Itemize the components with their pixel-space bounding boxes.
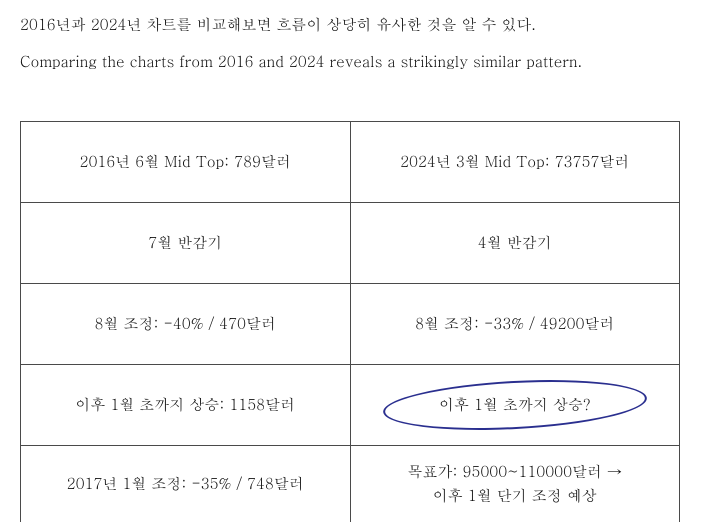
intro-paragraph-ko: 2016년과 2024년 차트를 비교해보면 흐름이 상당히 유사한 것을 알 … — [20, 14, 698, 37]
table-row: 이후 1월 초까지 상승: 1158달러 이후 1월 초까지 상승? — [21, 365, 680, 446]
table-row: 8월 조정: -40% / 470달러 8월 조정: -33% / 49200달… — [21, 284, 680, 365]
cell-right: 목표가: 95000~110000달러 →이후 1월 단기 조정 예상 — [350, 446, 680, 522]
cell-left: 이후 1월 초까지 상승: 1158달러 — [21, 365, 351, 446]
cell-right: 4월 반감기 — [350, 203, 680, 284]
intro-paragraph-en: Comparing the charts from 2016 and 2024 … — [20, 51, 698, 74]
table-row: 2017년 1월 조정: -35% / 748달러 목표가: 95000~110… — [21, 446, 680, 522]
cell-right: 2024년 3월 Mid Top: 73757달러 — [350, 122, 680, 203]
table-row: 7월 반감기 4월 반감기 — [21, 203, 680, 284]
table-row: 2016년 6월 Mid Top: 789달러 2024년 3월 Mid Top… — [21, 122, 680, 203]
cell-left: 2016년 6월 Mid Top: 789달러 — [21, 122, 351, 203]
cell-right-text: 이후 1월 초까지 상승? — [439, 394, 590, 415]
cell-right: 이후 1월 초까지 상승? — [350, 365, 680, 446]
cell-left: 7월 반감기 — [21, 203, 351, 284]
cell-right: 8월 조정: -33% / 49200달러 — [350, 284, 680, 365]
cell-left: 2017년 1월 조정: -35% / 748달러 — [21, 446, 351, 522]
comparison-table: 2016년 6월 Mid Top: 789달러 2024년 3월 Mid Top… — [20, 121, 680, 522]
cell-left: 8월 조정: -40% / 470달러 — [21, 284, 351, 365]
